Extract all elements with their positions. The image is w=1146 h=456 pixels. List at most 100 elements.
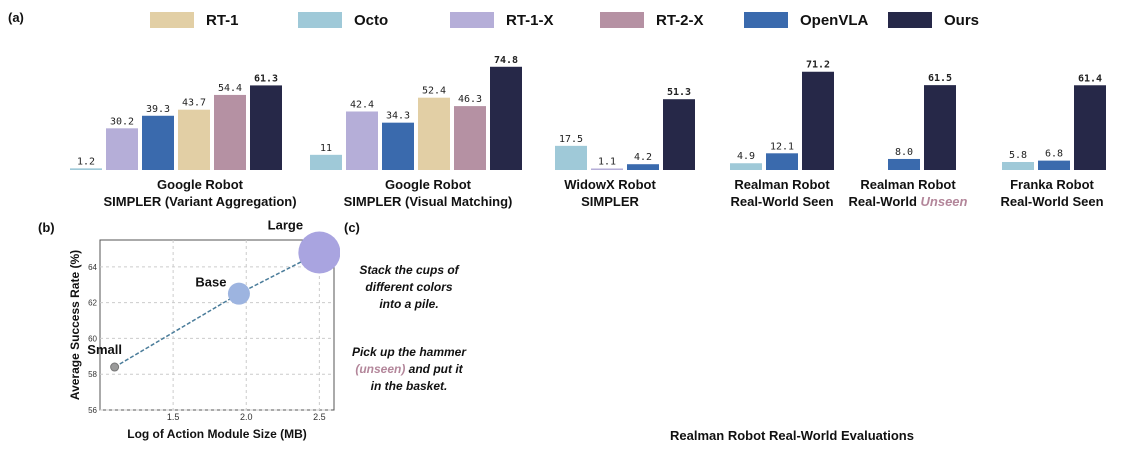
unseen-highlight: Unseen (920, 194, 968, 209)
legend-swatch (298, 12, 342, 28)
legend-label: OpenVLA (800, 11, 869, 29)
group-caption: WidowX Robot SIMPLER (564, 177, 656, 209)
task-pick-hammer: Pick up the hammer (unseen) and put it in … (351, 345, 467, 393)
bar-value-label: 4.9 (737, 151, 755, 162)
y-tick-label: 64 (88, 263, 97, 272)
bar-octo (555, 145, 587, 170)
bar-rt-1 (418, 97, 450, 170)
x-tick-label: 2.0 (240, 412, 253, 422)
legend-label: Ours (944, 11, 980, 29)
x-axis-label: Log of Action Module Size (MB) (127, 427, 307, 441)
bar-octo (730, 163, 762, 170)
bar-openvla (382, 122, 414, 170)
bar-value-label: 1.2 (77, 156, 95, 167)
bar-rt-2-x (454, 106, 486, 170)
bar-openvla (1038, 160, 1070, 170)
bar-openvla (888, 158, 920, 170)
scatter-chart: 1.5 2.0 2.5 56 58 60 62 64 Small Base Large Log of … (68, 218, 340, 441)
bar-value-label: 6.8 (1045, 149, 1063, 160)
bar-value-label: 1.1 (598, 156, 616, 167)
bar-value-label: 46.3 (458, 94, 482, 105)
y-tick-label: 56 (88, 406, 97, 415)
legend-item-rt-2-x: RT-2-X (600, 8, 704, 32)
bar-ours (663, 99, 695, 170)
bar-value-label: 71.2 (806, 60, 830, 71)
bar-ours (802, 71, 834, 170)
chart-legend: RT-1 Octo RT-1-X RT-2-X OpenVLA Ours (150, 8, 1050, 32)
legend-swatch (744, 12, 788, 28)
bar-value-label: 74.8 (494, 55, 518, 66)
panel-label-b: (b) (38, 220, 55, 235)
bar-rt-1-x (346, 111, 378, 170)
bar-octo (310, 154, 342, 170)
bar-ours (924, 85, 956, 170)
bar-value-label: 39.3 (146, 104, 170, 115)
legend-item-rt-1: RT-1 (150, 8, 239, 32)
panel-label-c: (c) (344, 220, 360, 235)
point-label: Base (195, 275, 226, 290)
legend-label: RT-2-X (656, 11, 704, 29)
y-axis-label: Average Success Rate (%) (68, 250, 82, 400)
bar-value-label: 61.5 (928, 73, 952, 84)
y-tick-label: 62 (88, 299, 97, 308)
bar-value-label: 42.4 (350, 99, 374, 110)
legend-swatch (450, 12, 494, 28)
bar-ours (250, 85, 282, 170)
point-label: Small (87, 342, 122, 357)
bar-rt-2-x (214, 94, 246, 170)
bar-openvla (766, 153, 798, 170)
robot-photo-grid (476, 236, 1108, 420)
point-small (110, 362, 120, 372)
group-caption: Franka Robot Real-World Seen (1000, 177, 1104, 209)
x-tick-label: 1.5 (167, 412, 180, 422)
group-caption: Google Robot SIMPLER (Visual Matching) (343, 177, 513, 209)
bar-rt-1 (178, 109, 210, 170)
group-caption: Realman Robot Real-World Unseen (848, 177, 968, 209)
bar-value-label: 11 (320, 143, 332, 154)
bar-value-label: 12.1 (770, 141, 794, 152)
legend-swatch (600, 12, 644, 28)
trend-line (114, 251, 320, 368)
bar-octo (70, 168, 102, 170)
bar-value-label: 34.3 (386, 111, 410, 122)
group-caption: Realman Robot Real-World Seen (730, 177, 834, 209)
bar-value-label: 61.3 (254, 73, 278, 84)
legend-item-openvla: OpenVLA (744, 8, 868, 32)
bar-value-label: 4.2 (634, 152, 652, 163)
bar-chart: 1.2 30.2 39.3 43.7 54.4 61.3 11 42.4 34.3 52.4 46.… (70, 55, 1106, 170)
legend-swatch (150, 12, 194, 28)
legend-item-rt-1-x: RT-1-X (450, 8, 554, 32)
bar-ours (490, 66, 522, 170)
panel-label-a: (a) (8, 10, 24, 25)
task-stack-cups: Stack the cups of different colors into a … (359, 263, 459, 311)
y-tick-label: 60 (88, 334, 97, 343)
bar-openvla (627, 164, 659, 170)
bar-rt-1-x (106, 128, 138, 170)
unseen-highlight: (unseen) (355, 362, 406, 376)
bar-value-label: 52.4 (422, 86, 446, 97)
point-label: Large (268, 218, 303, 233)
point-base (227, 282, 250, 305)
legend-label: RT-1 (206, 11, 239, 29)
legend-label: Octo (354, 11, 389, 29)
bar-ours (1074, 85, 1106, 170)
bar-value-label: 17.5 (559, 134, 583, 145)
bar-value-label: 54.4 (218, 83, 242, 94)
legend-label: RT-1-X (506, 11, 554, 29)
bar-rt-1-x (591, 168, 623, 170)
point-large (298, 231, 340, 274)
legend-swatch (888, 12, 932, 28)
bar-openvla (142, 115, 174, 170)
bar-value-label: 30.2 (110, 116, 134, 127)
group-caption: Google Robot SIMPLER (Variant Aggregation… (103, 177, 297, 209)
photo-grid-caption: Realman Robot Real-World Evaluations (670, 428, 914, 443)
bar-value-label: 61.4 (1078, 73, 1102, 84)
legend-item-octo: Octo (298, 8, 388, 32)
bar-octo (1002, 161, 1034, 170)
bar-value-label: 8.0 (895, 147, 913, 158)
bar-value-label: 43.7 (182, 98, 206, 109)
y-tick-label: 58 (88, 370, 97, 379)
bar-value-label: 5.8 (1009, 150, 1027, 161)
plot-frame (99, 239, 335, 411)
bar-value-label: 51.3 (667, 87, 691, 98)
